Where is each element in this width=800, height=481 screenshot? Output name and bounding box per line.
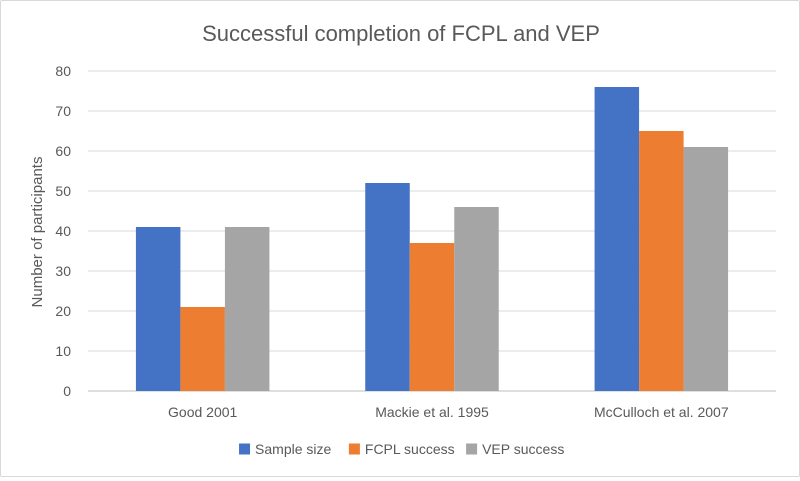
bar-vep-success [224,227,270,391]
x-axis-ticks: Good 2001 Mackie et al. 1995 McCulloch et … [168,404,729,420]
bar-vep-success [683,147,729,391]
y-tick-label: 0 [63,383,71,399]
y-tick-label: 40 [55,223,71,239]
y-tick-label: 30 [55,263,71,279]
y-tick-label: 20 [55,303,71,319]
bar-fcpl-success [180,307,225,391]
legend-label: VEP success [482,441,564,457]
x-tick-label: Good 2001 [168,404,237,420]
bar-sample-size [365,183,410,391]
bar-sample-size [135,227,181,391]
bar-vep-success [454,207,499,391]
chart-title: Successful completion of FCPL and VEP [202,21,600,46]
bar-sample-size [594,87,640,391]
bar-fcpl-success [639,131,684,391]
y-axis-ticks: 0 10 20 30 40 50 60 70 80 [55,63,71,399]
y-tick-label: 60 [55,143,71,159]
y-axis-label: Number of participants [29,157,46,308]
legend-label: FCPL success [365,441,455,457]
y-tick-label: 70 [55,103,71,119]
y-tick-label: 80 [55,63,71,79]
legend: Sample size FCPL success VEP success [239,441,564,457]
bar-fcpl-success [409,243,455,391]
legend-label: Sample size [255,441,331,457]
legend-swatch [348,443,360,455]
y-tick-label: 50 [55,183,71,199]
bars [135,87,729,391]
x-tick-label: Mackie et al. 1995 [375,404,489,420]
legend-swatch [239,443,251,455]
y-tick-label: 10 [55,343,71,359]
legend-swatch [466,443,478,455]
x-tick-label: McCulloch et al. 2007 [594,404,729,420]
